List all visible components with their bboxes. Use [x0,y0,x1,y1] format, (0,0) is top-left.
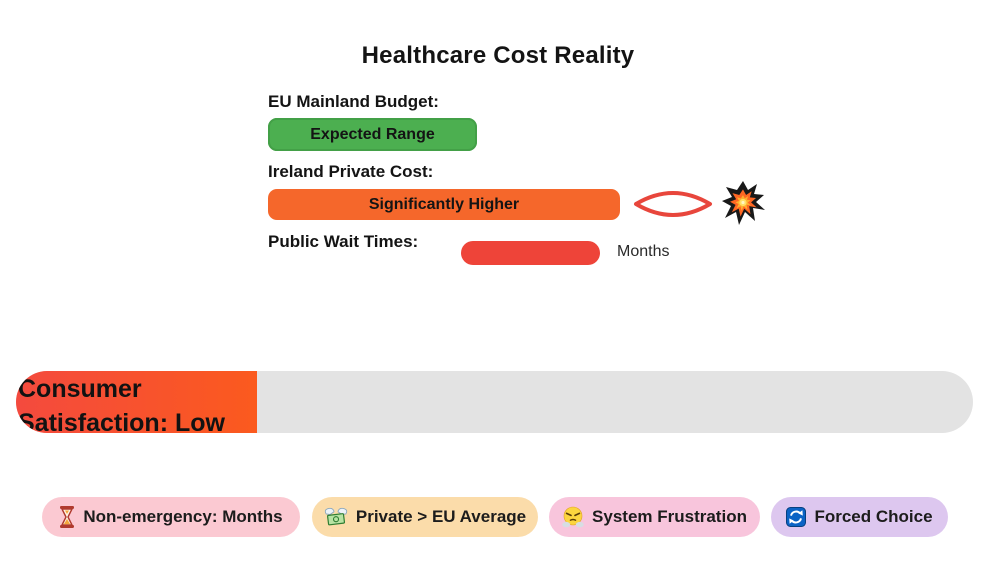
ireland-private-cost-label: Ireland Private Cost: [268,162,434,181]
satisfaction-label-line2: Satisfaction: Low [18,409,225,433]
significantly-higher-bar-text: Significantly Higher [368,195,520,213]
money-with-wings-icon [324,507,347,526]
satisfaction-label: Consumer Satisfaction: Low [18,372,257,433]
repeat-icon [786,507,807,527]
badge-system-frustration-label: System Frustration [592,507,747,526]
public-wait-times-label: Public Wait Times: [268,232,419,251]
expected-range-bar: Expected Range [268,118,477,151]
lens-shape [633,189,713,219]
badge-private-vs-eu: Private > EU Average [312,497,538,537]
expected-range-bar-text: Expected Range [310,125,435,143]
significantly-higher-bar: Significantly Higher [268,189,620,220]
months-unit-label: Months [617,243,670,260]
badge-private-vs-eu-label: Private > EU Average [355,507,527,526]
frustrated-face-icon [562,506,584,528]
badge-non-emergency-label: Non-emergency: Months [83,507,283,526]
page-title: Healthcare Cost Reality [361,42,635,69]
collision-icon [721,180,765,226]
badge-forced-choice-label: Forced Choice [814,507,933,526]
satisfaction-track: Consumer Satisfaction: Low [16,371,973,433]
badge-non-emergency: Non-emergency: Months [42,497,300,537]
satisfaction-label-line1: Consumer [18,375,142,403]
wait-times-pill [461,241,600,265]
badge-system-frustration: System Frustration [549,497,760,537]
badge-forced-choice: Forced Choice [771,497,948,537]
satisfaction-fill: Consumer Satisfaction: Low [16,371,257,433]
hourglass-icon [60,506,75,528]
eu-budget-label: EU Mainland Budget: [268,92,439,111]
